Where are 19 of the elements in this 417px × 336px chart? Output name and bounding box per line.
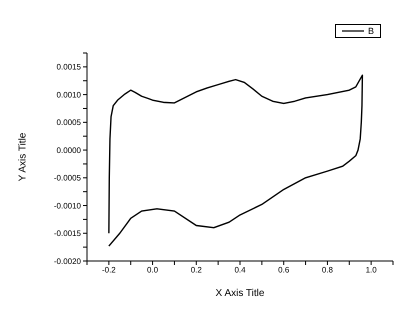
y-axis-title: Y Axis Title xyxy=(18,132,29,182)
x-tick-label: 0.4 xyxy=(234,266,246,275)
line-series xyxy=(108,74,364,247)
y-tick-label: 0.0015 xyxy=(56,62,82,72)
x-tick-label: -0.2 xyxy=(102,266,116,275)
x-tick-label: 0.2 xyxy=(190,266,202,275)
x-tick-label: 1.0 xyxy=(366,266,378,275)
y-tick-label: 0.0005 xyxy=(56,118,82,128)
y-tick-label: -0.0020 xyxy=(54,256,82,266)
x-tick-label: 0.8 xyxy=(322,266,334,275)
x-tick-label: 0.6 xyxy=(278,266,290,275)
x-axis-title: X Axis Title xyxy=(216,288,265,299)
y-tick-label: -0.0005 xyxy=(54,174,82,183)
y-tick-label: -0.0010 xyxy=(54,201,82,210)
legend-label: B xyxy=(368,26,374,36)
y-tick-label: -0.0015 xyxy=(54,229,82,238)
y-tick-label: 0.0010 xyxy=(56,90,82,100)
y-tick-label: 0.0000 xyxy=(56,146,82,155)
x-tick-label: 0.0 xyxy=(147,266,159,275)
